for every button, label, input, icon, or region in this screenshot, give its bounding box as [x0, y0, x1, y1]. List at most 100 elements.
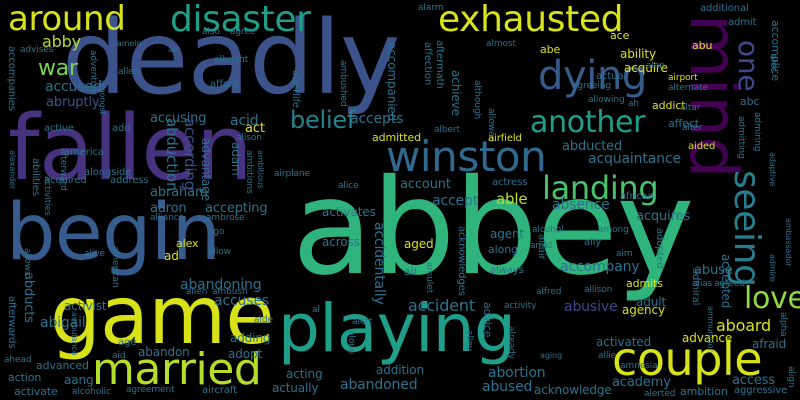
word-alexander: alexander [8, 150, 17, 190]
word-accepts: accepts [350, 111, 404, 127]
word-alcoholic: alcoholic [72, 387, 111, 397]
word-albright: albright [214, 55, 249, 65]
word-alone: alone [346, 330, 356, 355]
word-one: one [732, 40, 765, 92]
word-air: air [168, 45, 180, 55]
word-ambushed: ambushed [338, 60, 348, 107]
word-action: action [8, 371, 42, 384]
word-acknowledges: acknowledges [456, 226, 467, 296]
word-airport: airport [668, 73, 698, 83]
word-acid: acid [230, 113, 259, 129]
word-alec: alec [768, 54, 778, 73]
word-agency: agency [622, 303, 665, 317]
word-abandoning: abandoning [180, 277, 262, 293]
word-alerted: alerted [644, 389, 676, 399]
word-adventure: adventure [88, 50, 98, 96]
word-according: according [181, 118, 199, 191]
word-afterwards: afterwards [6, 296, 17, 349]
word-admits: admits [626, 277, 663, 290]
word-alternate: alternate [668, 83, 709, 93]
word-actually: actually [272, 381, 319, 395]
word-able: able [496, 190, 528, 208]
word-accuses: accuses [214, 293, 270, 309]
word-african: african [620, 191, 654, 202]
word-afterlife: afterlife [290, 70, 301, 108]
word-allows: allows [22, 248, 32, 276]
word-across: across [322, 235, 360, 249]
word-ah: ah [628, 99, 640, 109]
word-abu: abu [692, 39, 713, 52]
word-married: married [92, 344, 262, 395]
word-ambition: ambition [680, 385, 728, 398]
word-abraham: abraham [150, 185, 208, 200]
word-alarm: alarm [418, 3, 444, 13]
word-actual: actual [596, 71, 627, 82]
word-activates: activates [322, 205, 376, 219]
word-agent: agent [490, 227, 525, 241]
word-war: war [38, 56, 78, 81]
word-allie: allie [598, 351, 617, 361]
word-abducted: abducted [562, 139, 623, 154]
word-agreed: agreed [714, 279, 745, 289]
word-act: act [245, 121, 265, 136]
word-altar: altar [680, 103, 701, 113]
word-admitting: admitting [736, 116, 746, 159]
word-adaptive: adaptive [768, 152, 777, 187]
word-admitted: admitted [372, 131, 421, 144]
word-advice: advice [481, 302, 494, 338]
word-advanced: advanced [36, 359, 89, 372]
word-acquired: acquired [44, 175, 87, 186]
word-ambitious: ambitious [256, 150, 265, 189]
word-academy: academy [612, 375, 671, 390]
word-amulet: amulet [424, 262, 434, 294]
word-advantage: advantage [199, 138, 213, 202]
word-among: among [598, 225, 629, 235]
word-alpha: alpha [778, 312, 788, 337]
word-alert: alert [352, 317, 373, 327]
word-also: also [202, 27, 220, 37]
word-amnesia: amnesia [620, 361, 658, 371]
word-afterward: afterward [58, 148, 68, 191]
word-airplane: airplane [274, 169, 310, 179]
word-alias: alias [692, 279, 713, 289]
word-adult: adult [636, 295, 667, 309]
word-abduction: abduction [163, 118, 181, 192]
word-ambassador: ambassador [784, 218, 793, 267]
word-agreement: agreement [126, 385, 175, 395]
word-acquaintance: acquaintance [588, 151, 681, 167]
word-additional: additional [700, 3, 749, 14]
word-aided: aided [688, 141, 716, 152]
word-alongside: alongside [84, 167, 132, 178]
word-adopted: adopted [654, 228, 665, 269]
word-disaster: disaster [170, 0, 311, 40]
word-allen: allen [118, 67, 140, 77]
word-alley: alley [464, 330, 474, 351]
word-along: along [488, 243, 518, 256]
word-acquires: acquires [636, 209, 691, 224]
word-admit: admit [728, 17, 757, 28]
word-dying: dying [538, 53, 647, 99]
word-ammunition: ammunition [706, 306, 715, 354]
word-aid: aid [112, 351, 126, 361]
word-already: already [506, 326, 516, 359]
word-accidentally: accidentally [371, 222, 387, 305]
word-abilities: abilities [30, 158, 41, 196]
word-admiring: admiring [752, 112, 762, 152]
word-advises: advises [20, 45, 54, 55]
word-aang: aang [64, 373, 94, 387]
word-abruptly: abruptly [46, 95, 100, 110]
word-account: account [400, 177, 451, 192]
word-accomplice: accomplice [769, 20, 782, 82]
word-game: game [50, 269, 275, 362]
word-accepting: accepting [205, 201, 268, 216]
word-alan: alan [646, 61, 665, 71]
word-addition: addition [376, 363, 424, 377]
word-afraid: afraid [752, 337, 787, 351]
word-agree: agree [230, 27, 256, 37]
word-aide: aide [254, 315, 273, 325]
word-abortion: abortion [488, 365, 546, 381]
word-allowing: allowing [588, 95, 625, 105]
word-activate: activate [14, 385, 58, 398]
word-abigail: abigail [40, 315, 86, 331]
